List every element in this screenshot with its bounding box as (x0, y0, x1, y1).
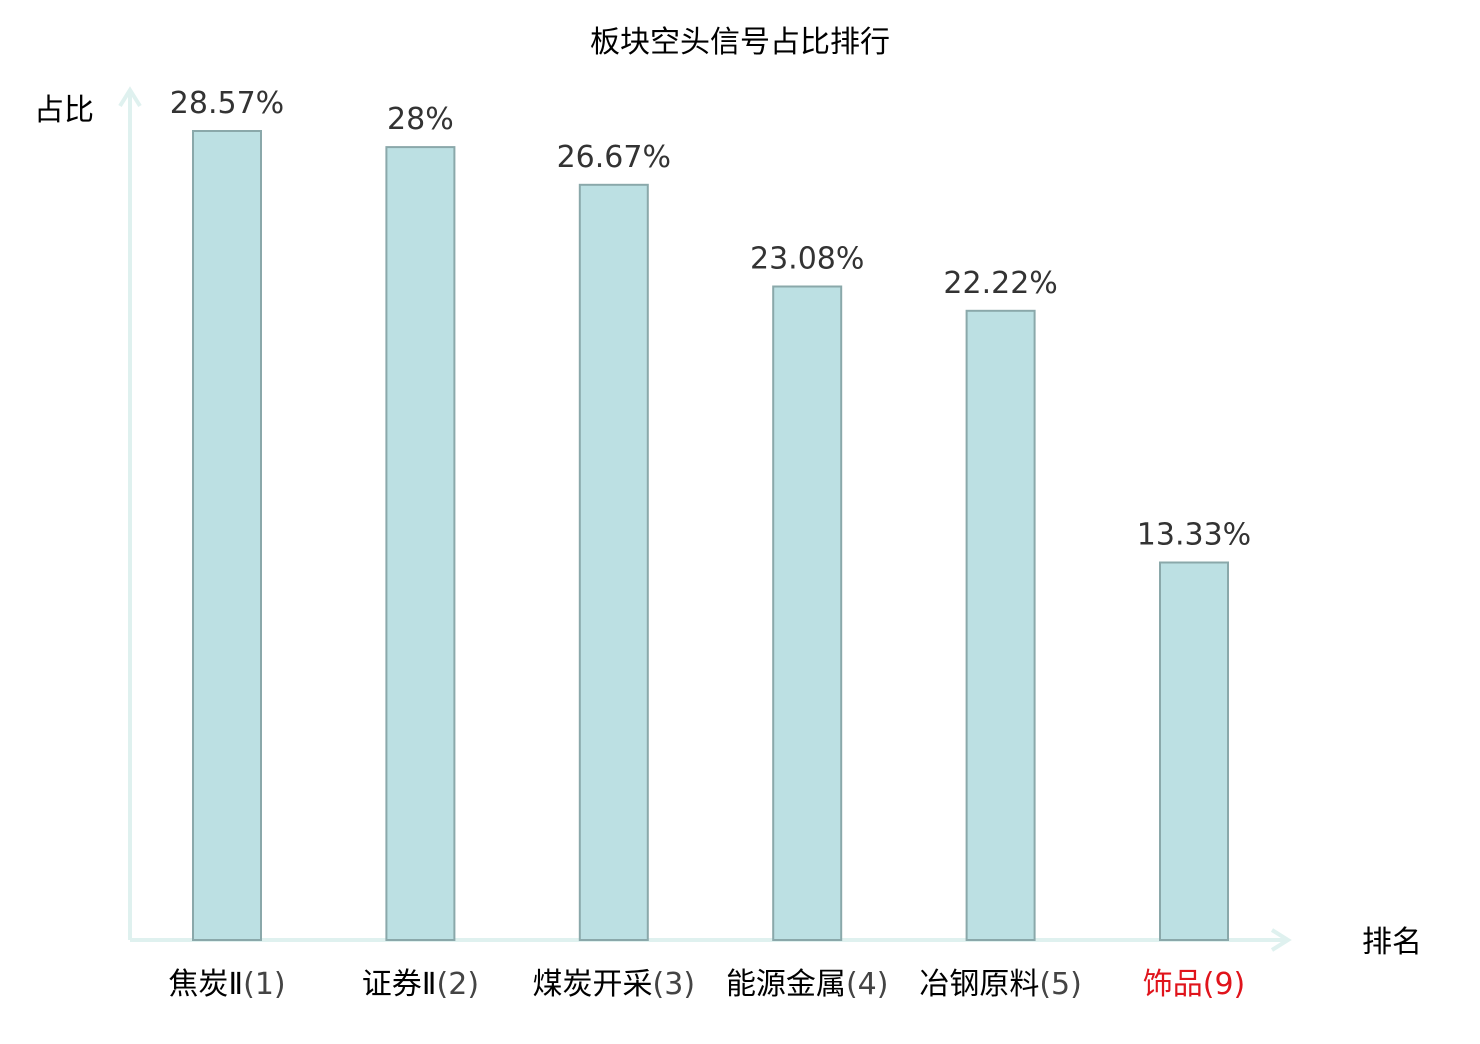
bar (578, 183, 649, 942)
axes (118, 86, 1292, 952)
bar-value-label: 23.08% (750, 242, 864, 277)
bar-value-label: 22.22% (943, 266, 1057, 301)
category-tick-label: 证券Ⅱ(2) (362, 967, 479, 1002)
category-tick-label: 饰品(9) (1143, 967, 1246, 1002)
bar (965, 309, 1036, 941)
bar (1159, 561, 1229, 941)
y-axis-arrow (118, 86, 142, 108)
chart-title: 板块空头信号占比排行 (590, 25, 890, 60)
x-axis-label: 排名 (1362, 925, 1422, 960)
bar-value-label: 13.33% (1137, 518, 1251, 553)
x-axis-arrow (1270, 928, 1292, 952)
category-tick-label: 冶钢原料(5) (919, 967, 1082, 1002)
value-labels-group: 28.57% 28% 26.67% 23.08% 22.22% 13.33% (170, 86, 1251, 553)
bar-value-label: 28% (387, 102, 454, 137)
bar (385, 146, 456, 942)
y-axis-label: 占比 (34, 93, 94, 128)
category-tick-label: 焦炭Ⅱ(1) (168, 967, 285, 1002)
bar (192, 130, 262, 941)
category-tick-label: 煤炭开采(3) (533, 967, 696, 1002)
category-tick-label: 能源金属(4) (726, 967, 889, 1002)
bar (772, 285, 843, 941)
bars-group (192, 130, 1229, 942)
category-labels-group: 焦炭Ⅱ(1) 证券Ⅱ(2) 煤炭开采(3) 能源金属(4) 冶钢原料(5) 饰品(9) (168, 967, 1245, 1002)
bar-value-label: 26.67% (557, 140, 671, 175)
bar-value-label: 28.57% (170, 86, 284, 121)
